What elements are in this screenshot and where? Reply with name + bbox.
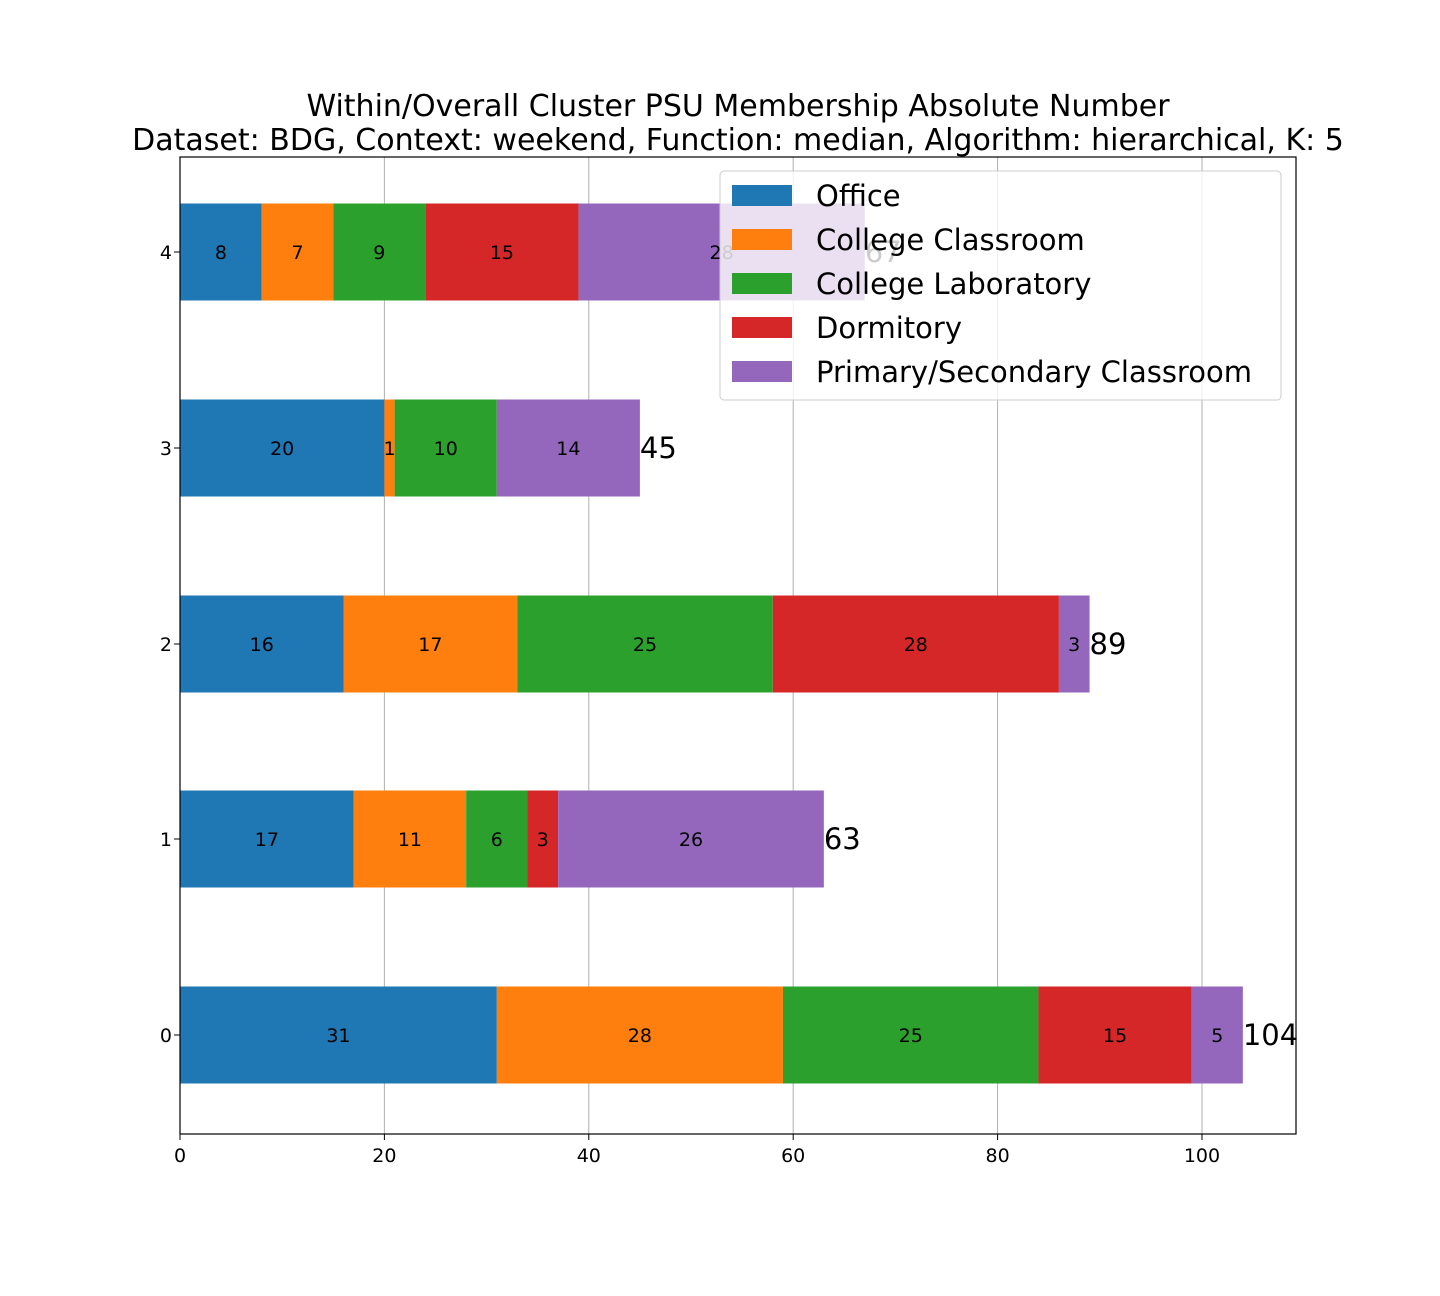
- x-tick-label-80: 80: [985, 1145, 1009, 1167]
- x-tick-label-20: 20: [372, 1145, 396, 1167]
- bar-label-2-series-1: 17: [418, 634, 442, 656]
- x-tick-label-100: 100: [1184, 1145, 1220, 1167]
- bar-label-3-series-4: 14: [556, 438, 580, 460]
- total-label-2: 89: [1090, 627, 1127, 661]
- bar-label-2-series-0: 16: [250, 634, 274, 656]
- legend-label-3: Dormitory: [816, 311, 962, 345]
- x-tick-label-40: 40: [577, 1145, 601, 1167]
- x-tick-label-0: 0: [174, 1145, 186, 1167]
- bar-2-series-0: [180, 595, 344, 693]
- x-tick-label-60: 60: [781, 1145, 805, 1167]
- chart-title-line-2: Dataset: BDG, Context: weekend, Function…: [132, 123, 1344, 158]
- bar-labels: 3128251551711632616172528320110148791528: [215, 242, 1224, 1047]
- chart-title: Within/Overall Cluster PSU Membership Ab…: [132, 89, 1344, 158]
- bar-1-series-1: [353, 790, 467, 888]
- legend-swatch-4: [732, 361, 792, 382]
- total-label-1: 63: [824, 822, 861, 856]
- bar-label-0-series-1: 28: [628, 1025, 652, 1047]
- bar-2-series-3: [772, 595, 1059, 693]
- bar-label-1-series-2: 6: [491, 829, 503, 851]
- legend-label-4: Primary/Secondary Classroom: [816, 355, 1252, 389]
- chart-title-line-1: Within/Overall Cluster PSU Membership Ab…: [306, 89, 1170, 124]
- legend: Office College Classroom College Laborator…: [719, 170, 1282, 401]
- bar-4-series-1: [261, 203, 334, 301]
- bar-3-series-4: [496, 399, 640, 497]
- legend-box: [719, 170, 1282, 401]
- plot-frame: [179, 156, 1297, 1135]
- legend-swatch-2: [732, 273, 792, 294]
- legend-label-1: College Classroom: [816, 223, 1085, 257]
- bar-label-2-series-4: 3: [1068, 634, 1080, 656]
- bar-label-1-series-3: 3: [537, 829, 549, 851]
- bar-4-series-0: [180, 203, 262, 301]
- total-label-3: 45: [640, 431, 677, 465]
- legend-swatch-3: [732, 317, 792, 338]
- bar-label-0-series-0: 31: [326, 1025, 350, 1047]
- bar-label-2-series-3: 28: [904, 634, 928, 656]
- bar-label-0-series-4: 5: [1211, 1025, 1223, 1047]
- bar-label-3-series-2: 10: [434, 438, 458, 460]
- bar-3-series-0: [180, 399, 385, 497]
- bar-1-series-3: [527, 790, 559, 888]
- legend-label-0: Office: [816, 179, 901, 213]
- legend-label-2: College Laboratory: [816, 267, 1091, 301]
- bar-1-series-2: [466, 790, 528, 888]
- bar-3-series-2: [394, 399, 497, 497]
- bar-label-4-series-1: 7: [291, 242, 303, 264]
- y-tick-label-3: 3: [160, 438, 172, 460]
- total-label-0: 104: [1243, 1018, 1298, 1052]
- bar-label-3-series-1: 1: [383, 438, 395, 460]
- bar-label-0-series-2: 25: [899, 1025, 923, 1047]
- bar-1-series-4: [558, 790, 824, 888]
- bar-label-1-series-0: 17: [255, 829, 279, 851]
- bar-0-series-0: [180, 986, 497, 1084]
- bar-0-series-2: [782, 986, 1039, 1084]
- bar-0-series-1: [496, 986, 783, 1084]
- bar-4-series-3: [425, 203, 579, 301]
- axes: 0 20 40 60 80 100 0 1 2 3 4: [160, 156, 1297, 1167]
- bar-label-1-series-1: 11: [398, 829, 422, 851]
- legend-swatch-1: [732, 229, 792, 250]
- bar-2-series-2: [517, 595, 773, 693]
- bar-label-3-series-0: 20: [270, 438, 294, 460]
- legend-swatch-0: [732, 185, 792, 206]
- y-tick-label-2: 2: [160, 634, 172, 656]
- bar-2-series-4: [1058, 595, 1090, 693]
- y-tick-label-0: 0: [160, 1025, 172, 1047]
- bar-label-4-series-2: 9: [373, 242, 385, 264]
- bar-1-series-0: [180, 790, 354, 888]
- bar-label-2-series-2: 25: [633, 634, 657, 656]
- y-tick-label-1: 1: [160, 829, 172, 851]
- bar-label-4-series-0: 8: [215, 242, 227, 264]
- y-tick-label-4: 4: [160, 242, 172, 264]
- bar-4-series-2: [333, 203, 426, 301]
- bar-0-series-3: [1038, 986, 1192, 1084]
- bar-3-series-1: [384, 399, 395, 497]
- bar-label-0-series-3: 15: [1103, 1025, 1127, 1047]
- bar-0-series-4: [1191, 986, 1243, 1084]
- bar-label-1-series-4: 26: [679, 829, 703, 851]
- bar-label-4-series-3: 15: [490, 242, 514, 264]
- bar-2-series-1: [343, 595, 518, 693]
